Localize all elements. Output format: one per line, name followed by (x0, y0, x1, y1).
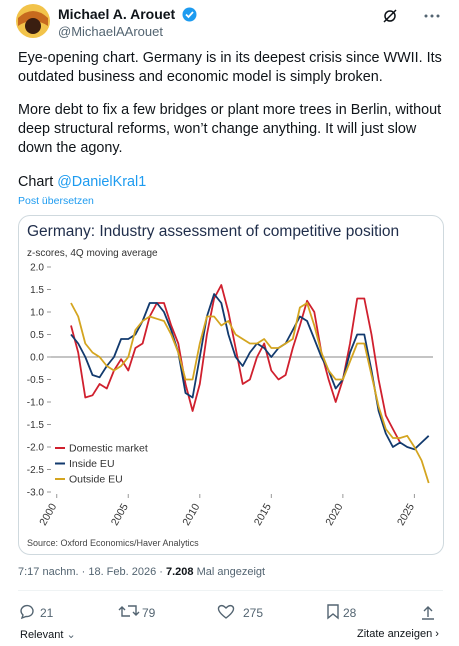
like-count[interactable]: 275 (243, 606, 264, 620)
x-tick-label: 2005 (109, 501, 131, 527)
views-label: Mal angezeigt (196, 566, 266, 578)
legend-label: Outside EU (69, 474, 123, 486)
reply-count[interactable]: 21 (40, 606, 54, 620)
y-tick-label: 1.5 (30, 285, 44, 296)
y-tick-label: -1.0 (27, 398, 45, 409)
chart-source: Source: Oxford Economics/Haver Analytics (27, 538, 199, 548)
views: 7.208 (166, 566, 194, 578)
chart-prefix: Chart (18, 174, 54, 190)
divider (18, 590, 443, 591)
chart: Germany: Industry assessment of competit… (27, 223, 433, 548)
x-tick-label: 2015 (252, 501, 274, 527)
mention[interactable]: @DanielKral1 (57, 174, 147, 190)
y-tick-label: 1.0 (30, 308, 44, 319)
quotes-link[interactable]: Zitate anzeigen › (357, 628, 439, 640)
y-tick-label: 2.0 (30, 263, 44, 274)
author-name[interactable]: Michael A. Arouet (58, 6, 176, 22)
y-tick-label: 0.0 (30, 353, 44, 364)
x-tick-label: 2020 (323, 501, 345, 527)
bookmark-count[interactable]: 28 (343, 606, 357, 620)
action-icons (20, 604, 434, 620)
x-tick-label: 2010 (180, 501, 202, 527)
y-tick-label: -1.5 (27, 420, 45, 431)
translate-link[interactable]: Post übersetzen (18, 195, 94, 207)
quotes-label: Zitate anzeigen (357, 628, 433, 640)
chart-title: Germany: Industry assessment of competit… (27, 223, 399, 240)
tweet-text: Eye-opening chart. Germany is in its dee… (18, 50, 442, 85)
series-line (70, 302, 430, 484)
x-tick-label: 2000 (37, 501, 59, 527)
timestamp: 7:17 nachm. · 18. Feb. 2026 · 7.208 Mal … (18, 566, 266, 578)
y-tick-label: -0.5 (27, 375, 45, 386)
header-icons[interactable] (382, 8, 442, 24)
repost-count[interactable]: 79 (142, 606, 156, 620)
x-tick-label: 2025 (395, 501, 417, 527)
y-tick-label: -2.0 (27, 443, 45, 454)
legend-label: Domestic market (69, 443, 148, 455)
verified-badge (182, 7, 197, 22)
y-tick-label: -3.0 (27, 488, 45, 499)
time[interactable]: 7:17 nachm. (18, 566, 79, 578)
y-tick-label: 0.5 (30, 330, 44, 341)
date[interactable]: 18. Feb. 2026 (88, 566, 157, 578)
avatar[interactable] (16, 4, 50, 38)
legend-label: Inside EU (69, 458, 115, 470)
y-tick-label: -2.5 (27, 465, 45, 476)
author-handle[interactable]: @MichaelAArouet (58, 24, 163, 39)
chart-subtitle: z-scores, 4Q moving average (27, 248, 158, 259)
chart-card[interactable]: Germany: Industry assessment of competit… (18, 215, 444, 555)
series-line (70, 284, 401, 443)
series-line (70, 293, 430, 451)
tweet-text: More debt to fix a few bridges or plant … (18, 102, 442, 156)
tweet-text: Chart @DanielKral1 (18, 173, 448, 192)
sort-label: Relevant (20, 629, 64, 641)
sort-menu[interactable]: Relevant ⌄ (20, 629, 76, 641)
